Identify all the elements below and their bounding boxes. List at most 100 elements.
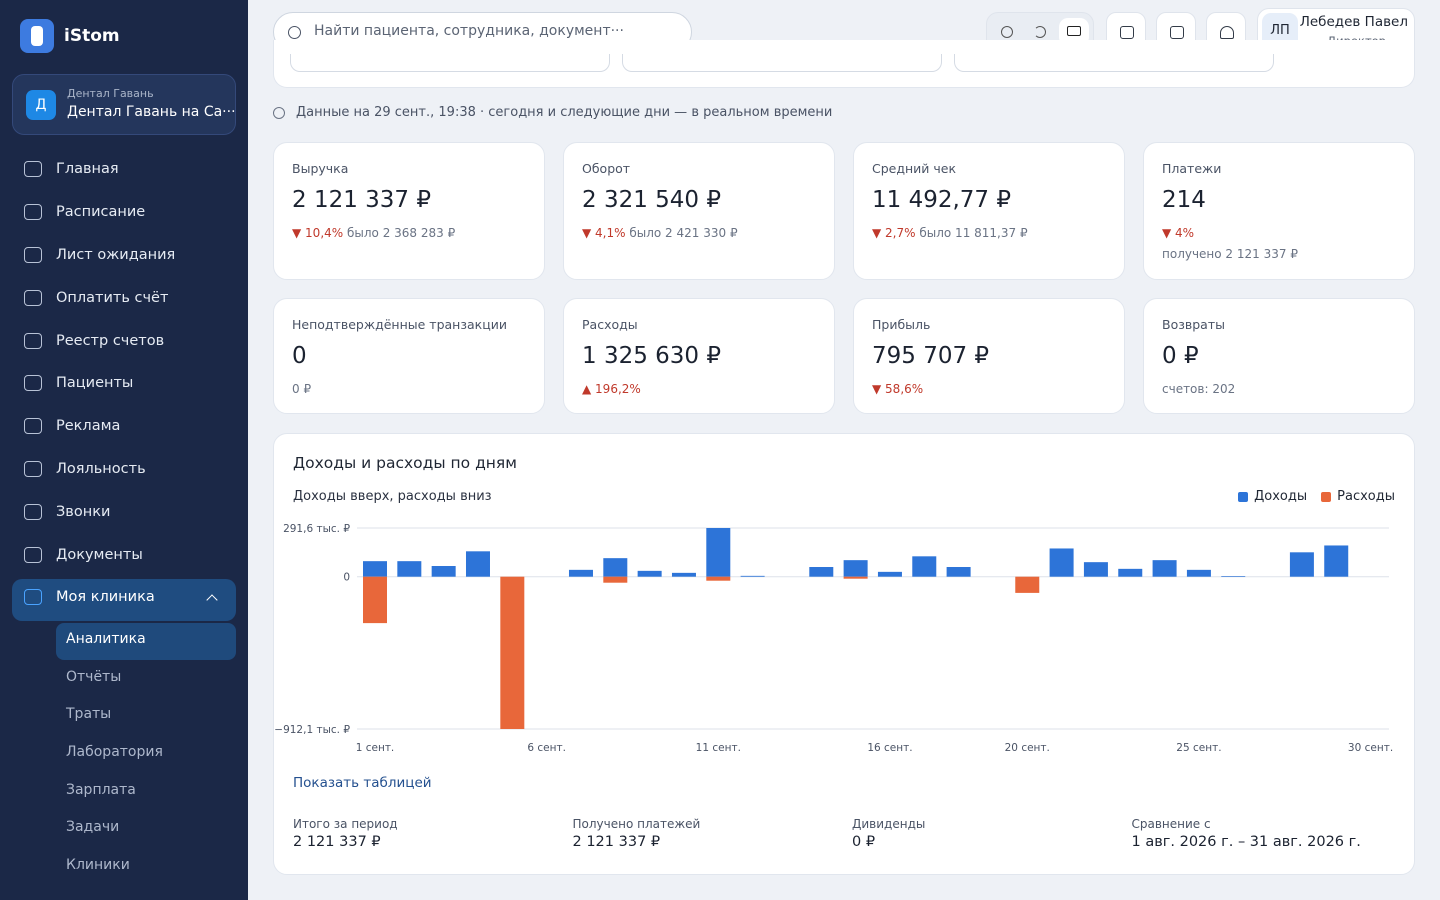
kpi-card: Расходы 1 325 630 ₽ ▲ 196,2% [563, 298, 835, 414]
kpi-note: было 2 421 330 ₽ [629, 226, 738, 240]
bar [1015, 576, 1040, 593]
nav-item[interactable]: Оплатить счёт [24, 290, 168, 306]
submenu-item[interactable]: Отчёты [66, 669, 122, 685]
bar [809, 567, 834, 577]
kpi-label: Выручка [292, 161, 349, 176]
x-tick-label: 16 сент. [867, 742, 912, 754]
kpi-card: Прибыль 795 707 ₽ ▼ 58,6% [853, 298, 1125, 414]
bar [603, 576, 628, 583]
nav-label: Лояльность [56, 461, 146, 477]
legend-label: Расходы [1337, 489, 1395, 504]
nav-icon [24, 290, 42, 306]
summary-value: 2 121 337 ₽ [572, 834, 661, 850]
nav-label: Моя клиника [56, 589, 155, 605]
kpi-delta-value: ▼ 58,6% [872, 382, 924, 396]
sub-active-bg [56, 623, 236, 660]
kpi-card: Выручка 2 121 337 ₽ ▼ 10,4% было 2 368 283… [273, 142, 545, 280]
legend-item: Доходы [1238, 489, 1307, 504]
kpi-value: 214 [1162, 187, 1206, 213]
nav-icon [24, 375, 42, 391]
kpi-note: было 11 811,37 ₽ [919, 226, 1028, 240]
submenu-item[interactable]: Траты [66, 706, 112, 722]
nav-item[interactable]: Главная [24, 161, 119, 177]
logo [20, 19, 54, 53]
legend-label: Доходы [1254, 489, 1308, 504]
kpi-value: 2 121 337 ₽ [292, 187, 431, 213]
nav-item[interactable]: Звонки [24, 504, 110, 520]
x-tick-label: 25 сент. [1176, 742, 1221, 754]
status-line: Данные на 29 сент., 19:38 · сегодня и сл… [296, 105, 833, 120]
y-tick-label: 291,6 тыс. ₽ [283, 523, 350, 535]
legend-swatch [1321, 491, 1332, 502]
submenu-item[interactable]: Лаборатория [66, 744, 163, 760]
summary-label: Получено платежей [572, 817, 701, 831]
kpi-value: 1 325 630 ₽ [582, 343, 721, 369]
legend-swatch [1238, 491, 1249, 502]
bar [1083, 562, 1108, 577]
bar [740, 575, 765, 577]
kpi-delta: ▼ 58,6% [872, 382, 923, 396]
nav-item[interactable]: Реестр счетов [24, 333, 164, 349]
nav-active-bg [12, 579, 236, 621]
sidebar: iStom Д Дентал Гавань Дентал Гавань на С… [0, 0, 248, 900]
bar [1049, 548, 1074, 577]
nav-icon [24, 461, 42, 477]
nav-icon [24, 161, 42, 177]
kpi-note: 0 ₽ [292, 382, 312, 396]
nav-item[interactable]: Моя клиника [24, 589, 155, 605]
bar [1186, 569, 1211, 577]
kpi-delta-value: ▼ 10,4% [292, 226, 344, 240]
nav-label: Реестр счетов [56, 333, 165, 349]
nav-item[interactable]: Лояльность [24, 461, 146, 477]
bar [1289, 552, 1314, 577]
kpi-delta: ▼ 2,7% было 11 811,37 ₽ [872, 226, 1028, 240]
submenu-item[interactable]: Задачи [66, 819, 120, 835]
submenu-item[interactable]: Клиники [66, 857, 130, 873]
kpi-value: 0 [292, 343, 307, 369]
nav-item[interactable]: Документы [24, 547, 143, 563]
y-tick-label: −912,1 тыс. ₽ [274, 724, 350, 736]
bar [843, 560, 868, 577]
nav-icon [24, 418, 42, 434]
kpi-delta: ▼ 4% [1162, 226, 1194, 240]
chart-title: Доходы и расходы по дням [293, 454, 517, 472]
nav-label: Документы [56, 547, 143, 563]
bar [912, 556, 937, 577]
submenu-item[interactable]: Зарплата [66, 782, 136, 798]
summary-value: 0 ₽ [852, 834, 876, 850]
nav-item[interactable]: Расписание [24, 204, 145, 220]
summary-label: Дивиденды [852, 817, 926, 831]
kpi-value: 0 ₽ [1162, 343, 1199, 369]
bar [843, 576, 868, 579]
kpi-label: Платежи [1162, 161, 1222, 176]
nav-icon [24, 589, 42, 605]
nav-item[interactable]: Реклама [24, 418, 120, 434]
submenu-item[interactable]: Аналитика [66, 631, 146, 647]
nav-item[interactable]: Пациенты [24, 375, 133, 391]
kpi-card: Платежи 214 ▼ 4% получено 2 121 337 ₽ [1143, 142, 1415, 280]
nav-label: Оплатить счёт [56, 290, 169, 306]
table-toggle[interactable]: Показать таблицей [293, 775, 432, 791]
org-switcher[interactable]: Д Дентал Гавань Дентал Гавань на Са··· [12, 74, 236, 135]
x-tick-label: 6 сент. [527, 742, 566, 754]
user-name: Лебедев Павел [1299, 14, 1408, 30]
kpi-card: Неподтверждённые транзакции 0 0 ₽ [273, 298, 545, 414]
nav-item[interactable]: Лист ожидания [24, 247, 175, 263]
kpi-delta-value: ▲ 196,2% [582, 382, 641, 396]
bar [431, 566, 456, 577]
kpi-card: Средний чек 11 492,77 ₽ ▼ 2,7% было 11 811… [853, 142, 1125, 280]
nav-label: Лист ожидания [56, 247, 176, 263]
kpi-label: Расходы [582, 317, 638, 332]
kpi-delta: ▼ 4,1% было 2 421 330 ₽ [582, 226, 738, 240]
bar [1152, 560, 1177, 577]
kpi-card: Оборот 2 321 540 ₽ ▼ 4,1% было 2 421 330 ₽ [563, 142, 835, 280]
chart: 291,6 тыс. ₽ 0 −912,1 тыс. ₽ 1 сент. 6 сент.… [274, 523, 1393, 754]
bar [946, 567, 971, 577]
nav-label: Главная [56, 161, 119, 177]
kpi-note: было 2 368 283 ₽ [347, 226, 456, 240]
bar [500, 576, 525, 729]
x-tick-label: 20 сент. [1005, 742, 1050, 754]
kpi-delta-value: ▼ 4% [1162, 226, 1195, 240]
nav-label: Пациенты [56, 375, 134, 391]
